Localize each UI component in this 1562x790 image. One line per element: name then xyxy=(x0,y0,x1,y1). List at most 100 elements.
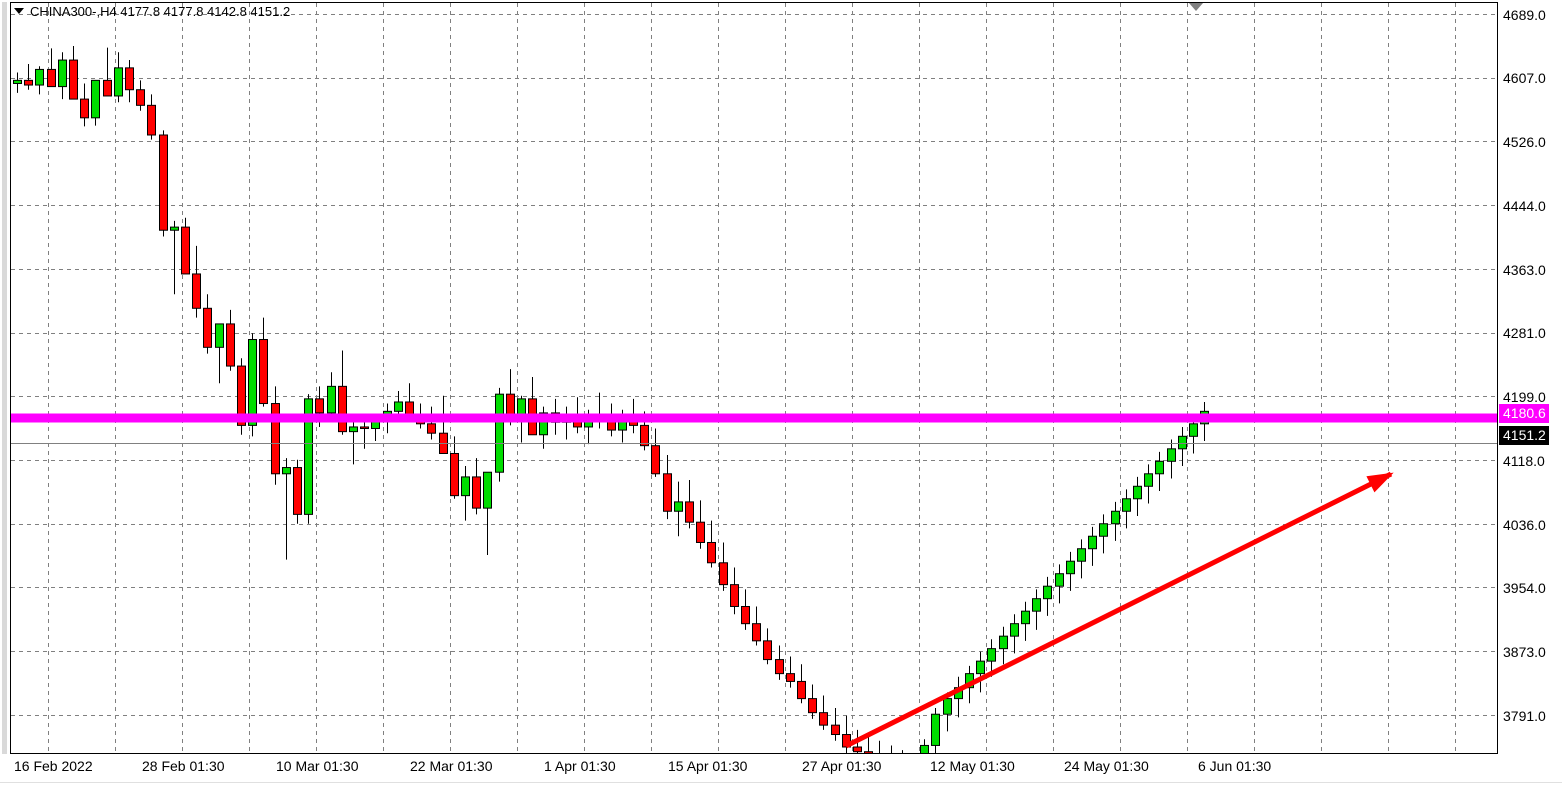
candle-bullish xyxy=(1021,610,1030,625)
chart-ohlc-text: CHINA300-,H4 4177.8 4177.8 4142.8 4151.2 xyxy=(30,3,291,19)
candle-bullish xyxy=(327,385,336,414)
candle-bullish xyxy=(943,698,952,715)
time-axis-label: 28 Feb 01:30 xyxy=(142,758,225,774)
candle-bearish xyxy=(427,423,436,434)
price-scale[interactable]: 4689.0 4607.0 4526.0 4444.0 4363.0 4281.0 4199… xyxy=(1499,2,1562,754)
candle-bullish xyxy=(1088,535,1097,550)
time-axis-label: 16 Feb 2022 xyxy=(14,758,93,774)
candle-bearish xyxy=(719,562,728,586)
candle-bullish xyxy=(91,79,100,119)
candle-bullish xyxy=(35,68,44,86)
candle-bullish xyxy=(1178,435,1187,450)
candle-bullish xyxy=(931,713,940,746)
window-bottom-divider xyxy=(0,782,1562,783)
price-axis-label: 3873.0 xyxy=(1503,644,1546,660)
candle-bearish xyxy=(864,751,873,753)
candle-bearish xyxy=(125,67,134,91)
candle-bearish xyxy=(741,605,750,625)
chart-left-edge xyxy=(2,2,7,754)
candle-bullish xyxy=(282,467,291,475)
candle-bullish xyxy=(1043,585,1052,600)
price-axis-label: 4526.0 xyxy=(1503,134,1546,150)
uptrend-arrow[interactable] xyxy=(844,471,1393,749)
candle-bearish xyxy=(271,403,280,475)
candle-bullish xyxy=(1010,623,1019,637)
candle-bullish xyxy=(999,635,1008,650)
time-axis-label: 24 May 01:30 xyxy=(1064,758,1149,774)
candle-bearish xyxy=(819,712,828,726)
candle-bullish xyxy=(495,393,504,473)
current-price-badge[interactable]: 4151.2 xyxy=(1499,426,1549,445)
candle-bullish xyxy=(539,412,548,436)
candle-bearish xyxy=(808,698,817,714)
candle-bearish xyxy=(472,476,481,509)
candle-bullish xyxy=(1133,485,1142,500)
candle-bearish xyxy=(707,541,716,564)
candle-bearish xyxy=(315,398,324,414)
candle-bullish xyxy=(461,476,470,497)
chart-plot-area[interactable] xyxy=(10,2,1498,754)
candle-bullish xyxy=(674,501,683,512)
triangle-down-icon[interactable] xyxy=(14,8,24,14)
price-axis-label: 4444.0 xyxy=(1503,198,1546,214)
candle-bullish xyxy=(1077,548,1086,562)
price-axis-label: 4607.0 xyxy=(1503,70,1546,86)
uptrend-arrow-head xyxy=(1366,472,1394,493)
candle-bearish xyxy=(237,365,246,426)
price-axis-label: 4363.0 xyxy=(1503,262,1546,278)
candle-bullish xyxy=(58,59,67,88)
candle-bullish xyxy=(1144,473,1153,487)
candle-bearish xyxy=(47,68,56,88)
price-axis-label: 3791.0 xyxy=(1503,708,1546,724)
candle-bullish xyxy=(248,339,257,426)
candle-bearish xyxy=(640,424,649,447)
candle-bearish xyxy=(24,79,33,86)
candle-bullish xyxy=(1155,460,1164,475)
candle-bearish xyxy=(203,307,212,348)
candle-bullish xyxy=(1111,510,1120,525)
chart-data-window[interactable]: CHINA300-,H4 4177.8 4177.8 4142.8 4151.2 xyxy=(14,3,290,19)
candle-bullish xyxy=(483,471,492,509)
candle-bullish xyxy=(1066,560,1075,575)
candle-bearish xyxy=(147,104,156,136)
candle-bearish xyxy=(831,724,840,736)
chart-canvas xyxy=(11,3,1497,753)
candle-bullish xyxy=(170,226,179,231)
candle-bearish xyxy=(685,501,694,523)
candle-bearish xyxy=(730,584,739,607)
candle-bullish xyxy=(1189,423,1198,437)
candle-bullish xyxy=(215,323,224,348)
time-axis-label: 15 Apr 01:30 xyxy=(668,758,748,774)
candle-bearish xyxy=(159,134,168,231)
price-axis-label: 4199.0 xyxy=(1503,389,1546,405)
candle-bearish xyxy=(69,59,78,100)
candle-bearish xyxy=(181,226,190,275)
candle-bearish xyxy=(651,445,660,475)
candle-bearish xyxy=(842,734,851,748)
candle-bullish xyxy=(1055,573,1064,587)
price-axis-label: 4036.0 xyxy=(1503,517,1546,533)
candle-bullish xyxy=(1032,598,1041,612)
time-axis-label: 27 Apr 01:30 xyxy=(802,758,882,774)
candle-bearish xyxy=(405,401,414,415)
candle-bearish xyxy=(80,98,89,119)
candle-bullish xyxy=(1167,448,1176,462)
candle-bearish xyxy=(226,323,235,367)
candle-bearish xyxy=(136,89,145,106)
time-scale[interactable]: 16 Feb 2022 28 Feb 01:30 10 Mar 01:30 22 Ma… xyxy=(10,757,1562,781)
candle-bullish xyxy=(987,648,996,662)
time-axis-label: 10 Mar 01:30 xyxy=(276,758,359,774)
price-axis-label: 4118.0 xyxy=(1503,453,1545,469)
time-axis-label: 6 Jun 01:30 xyxy=(1198,758,1272,774)
candle-bullish xyxy=(304,398,313,515)
candle-bullish xyxy=(920,744,929,753)
candle-bearish xyxy=(293,467,302,515)
candle-bearish xyxy=(259,339,268,405)
candle-bearish xyxy=(450,452,459,497)
time-axis-label: 22 Mar 01:30 xyxy=(410,758,493,774)
candle-bearish xyxy=(338,385,347,433)
candle-bullish xyxy=(13,79,22,84)
price-axis-label: 4281.0 xyxy=(1503,325,1546,341)
level-price-badge[interactable]: 4180.6 xyxy=(1499,404,1549,423)
